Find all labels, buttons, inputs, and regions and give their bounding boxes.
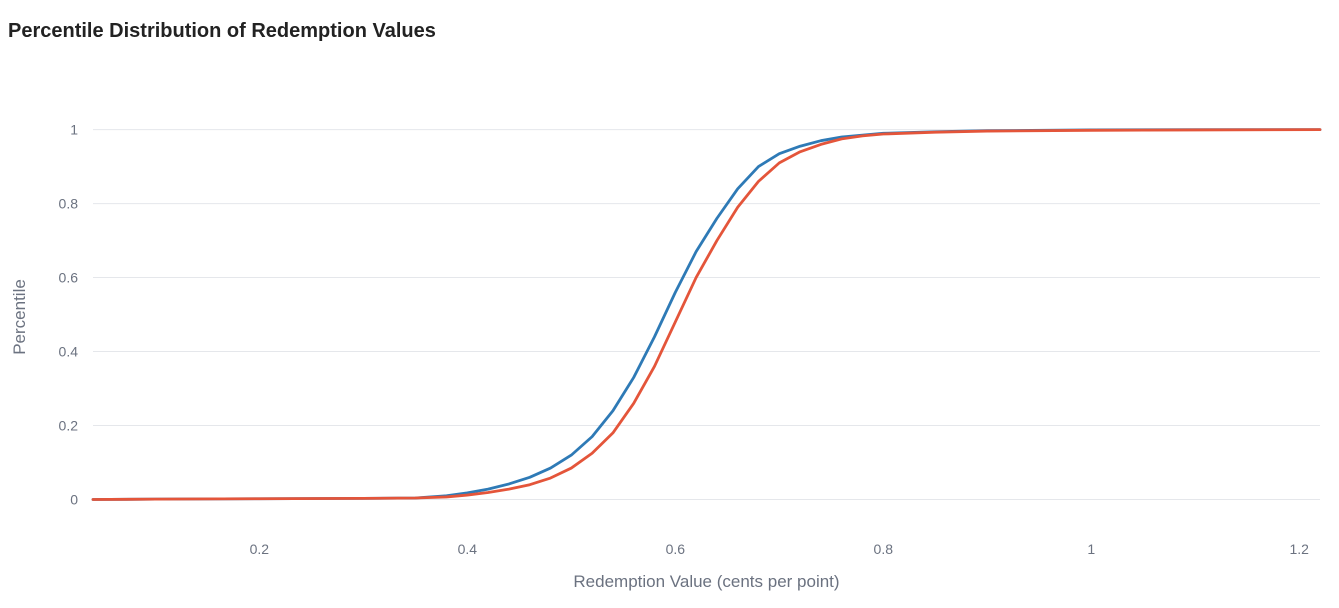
series-line-1 bbox=[91, 128, 1322, 501]
y-axis-ticks: 0 0.2 0.4 0.6 0.8 1 bbox=[59, 122, 79, 508]
x-tick-label: 0.6 bbox=[666, 541, 686, 557]
x-tick-label: 0.4 bbox=[458, 541, 478, 557]
x-tick-label: 1 bbox=[1087, 541, 1095, 557]
y-tick-label: 0.2 bbox=[59, 418, 79, 434]
x-axis-label: Redemption Value (cents per point) bbox=[573, 572, 839, 591]
y-tick-label: 0 bbox=[70, 492, 78, 508]
x-axis-ticks: 0.2 0.4 0.6 0.8 1 1.2 bbox=[250, 541, 1310, 557]
y-tick-label: 0.4 bbox=[59, 344, 79, 360]
y-tick-label: 0.6 bbox=[59, 270, 79, 286]
chart-title: Percentile Distribution of Redemption Va… bbox=[8, 20, 436, 42]
y-axis-label: Percentile bbox=[10, 279, 29, 355]
series-lines bbox=[91, 128, 1322, 501]
grid bbox=[93, 129, 1320, 501]
x-tick-label: 0.8 bbox=[874, 541, 894, 557]
y-tick-label: 1 bbox=[70, 122, 78, 138]
series-line-2 bbox=[91, 128, 1322, 501]
x-tick-label: 1.2 bbox=[1289, 541, 1309, 557]
y-tick-label: 0.8 bbox=[59, 196, 79, 212]
x-tick-label: 0.2 bbox=[250, 541, 270, 557]
